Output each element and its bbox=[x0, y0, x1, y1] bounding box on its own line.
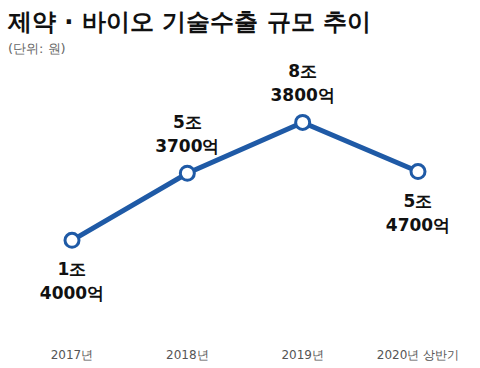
svg-text:1조4000억: 1조4000억 bbox=[40, 259, 104, 303]
svg-text:2019년: 2019년 bbox=[281, 348, 324, 362]
html-text:(단위: 원): (단위: 원) bbox=[8, 41, 66, 56]
svg-text:5조4700억: 5조4700억 bbox=[386, 191, 450, 235]
svg-text:2020년 상반기: 2020년 상반기 bbox=[377, 348, 459, 362]
svg-text:2017년: 2017년 bbox=[51, 348, 94, 362]
svg-text:2018년: 2018년 bbox=[166, 348, 209, 362]
svg-text:8조3800억: 8조3800억 bbox=[271, 61, 335, 105]
svg-text:5조3700억: 5조3700억 bbox=[155, 112, 219, 156]
html-text:제약 · 바이오 기술수출 규모 추이: 제약 · 바이오 기술수출 규모 추이 bbox=[8, 8, 371, 36]
